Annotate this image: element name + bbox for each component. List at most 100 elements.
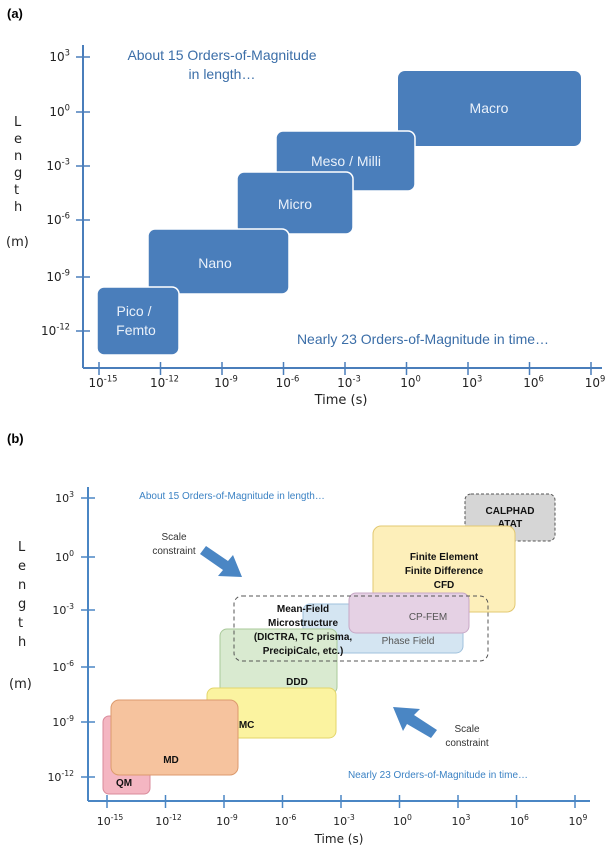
tick-base: 10 bbox=[89, 376, 104, 390]
tick-base: 10 bbox=[275, 815, 289, 828]
y-tick-label: 10-3 bbox=[46, 157, 70, 173]
tick-base: 10 bbox=[523, 376, 538, 390]
tick-base: 10 bbox=[155, 815, 169, 828]
arrow-up-left-icon bbox=[393, 707, 437, 738]
x-tick-label: 106 bbox=[510, 813, 529, 828]
y-label-letter: L bbox=[18, 540, 26, 555]
x-tick-label: 100 bbox=[400, 374, 421, 390]
tick-exponent: 9 bbox=[600, 374, 605, 384]
tick-base: 10 bbox=[333, 815, 347, 828]
y-label-letter: h bbox=[14, 200, 22, 215]
nano-label: Nano bbox=[198, 255, 232, 271]
x-tick-label: 10-9 bbox=[216, 813, 238, 828]
md-box bbox=[110, 699, 239, 776]
tick-exponent: 3 bbox=[477, 374, 482, 384]
calphad-label-line1: CALPHAD bbox=[486, 506, 535, 517]
tick-exponent: 0 bbox=[65, 103, 70, 113]
tick-base: 10 bbox=[569, 815, 583, 828]
time-note: Nearly 23 Orders-of-Magnitude in time… bbox=[297, 331, 549, 347]
tick-exponent: 0 bbox=[415, 374, 420, 384]
tick-exponent: 3 bbox=[65, 48, 70, 58]
tick-exponent: -6 bbox=[62, 211, 70, 221]
phase-field-label: Phase Field bbox=[382, 636, 435, 647]
micro-label: Micro bbox=[278, 196, 312, 212]
y-label-letter: e bbox=[18, 559, 26, 574]
tick-exponent: -6 bbox=[66, 659, 74, 668]
scale-constraint-bottom-line1: Scale bbox=[454, 724, 479, 735]
cp-fem-label: CP-FEM bbox=[409, 612, 447, 623]
y-label-unit: (m) bbox=[9, 677, 32, 692]
tick-exponent: -12 bbox=[56, 322, 70, 332]
panel-a-label: (a) bbox=[7, 6, 23, 21]
y-label-letter: g bbox=[14, 166, 22, 181]
cfd-label: CFD bbox=[434, 580, 455, 591]
finite-difference-label: Finite Difference bbox=[405, 566, 484, 577]
tick-base: 10 bbox=[46, 159, 61, 173]
x-tick-label: 10-15 bbox=[89, 374, 118, 390]
tick-base: 10 bbox=[52, 716, 66, 729]
qm-label: QM bbox=[116, 778, 132, 789]
y-label-letter: n bbox=[18, 578, 26, 593]
x-tick-label: 10-3 bbox=[337, 374, 361, 390]
tick-base: 10 bbox=[393, 815, 407, 828]
y-tick-label: 100 bbox=[55, 549, 74, 564]
y-label-letter: L bbox=[14, 115, 22, 130]
panel-a-y-label: L e n g t h (m) bbox=[6, 115, 29, 250]
y-tick-label: 10-6 bbox=[46, 211, 70, 227]
tick-base: 10 bbox=[150, 376, 165, 390]
tick-exponent: 0 bbox=[69, 549, 74, 558]
time-note: Nearly 23 Orders-of-Magnitude in time… bbox=[348, 770, 528, 781]
y-tick-label: 103 bbox=[55, 490, 74, 505]
nano-box bbox=[147, 228, 290, 295]
kmc-label: KMC bbox=[232, 720, 255, 731]
cp-fem-box bbox=[348, 592, 470, 634]
mean-field-label-line4: PrecipiCalc, etc.) bbox=[263, 646, 344, 657]
tick-base: 10 bbox=[214, 376, 229, 390]
md-label: MD bbox=[163, 755, 179, 766]
length-note-line2: in length… bbox=[189, 66, 256, 82]
tick-exponent: -9 bbox=[230, 813, 238, 822]
y-tick-label: 10-9 bbox=[46, 268, 70, 284]
x-axis-title: Time (s) bbox=[314, 393, 368, 408]
y-tick-label: 10-12 bbox=[41, 322, 70, 338]
tick-exponent: -12 bbox=[61, 769, 74, 778]
tick-exponent: 6 bbox=[538, 374, 543, 384]
panel-b-y-label: L e n g t h (m) bbox=[9, 540, 32, 692]
mean-field-label-line3: (DICTRA, TC prisma, bbox=[254, 632, 353, 643]
tick-exponent: -12 bbox=[165, 374, 179, 384]
y-label-letter: h bbox=[18, 635, 26, 650]
tick-base: 10 bbox=[46, 270, 61, 284]
macro-label: Macro bbox=[470, 100, 509, 116]
x-tick-label: 109 bbox=[569, 813, 588, 828]
panel-a-scale-boxes: Macro Meso / Milli Micro Nano Pico / Fem… bbox=[96, 71, 581, 356]
tick-base: 10 bbox=[46, 213, 61, 227]
tick-base: 10 bbox=[510, 815, 524, 828]
x-tick-label: 10-9 bbox=[214, 374, 238, 390]
tick-base: 10 bbox=[276, 376, 291, 390]
pico-femto-label-line2: Femto bbox=[116, 322, 156, 338]
scale-constraint-top-line1: Scale bbox=[161, 532, 186, 543]
pico-femto-box bbox=[96, 286, 180, 356]
macro-box bbox=[398, 71, 581, 146]
panel-b-diagram: L e n g t h (m) About 15 Orders-of-Magni… bbox=[9, 487, 590, 846]
tick-exponent: -6 bbox=[291, 374, 299, 384]
x-tick-label: 10-3 bbox=[333, 813, 355, 828]
y-label-letter: e bbox=[14, 132, 22, 147]
y-tick-label: 10-12 bbox=[47, 769, 74, 784]
tick-exponent: 6 bbox=[524, 813, 529, 822]
tick-exponent: 3 bbox=[69, 490, 74, 499]
x-tick-label: 103 bbox=[452, 813, 471, 828]
x-axis-title: Time (s) bbox=[314, 832, 364, 846]
x-tick-label: 103 bbox=[462, 374, 483, 390]
x-tick-label: 100 bbox=[393, 813, 412, 828]
tick-base: 10 bbox=[55, 492, 69, 505]
mean-field-label-line1: Mean-Field bbox=[277, 604, 329, 615]
tick-base: 10 bbox=[400, 376, 415, 390]
tick-exponent: -3 bbox=[352, 374, 360, 384]
x-tick-label: 10-12 bbox=[155, 813, 182, 828]
tick-base: 10 bbox=[337, 376, 352, 390]
tick-base: 10 bbox=[55, 551, 69, 564]
y-tick-label: 10-9 bbox=[52, 714, 74, 729]
